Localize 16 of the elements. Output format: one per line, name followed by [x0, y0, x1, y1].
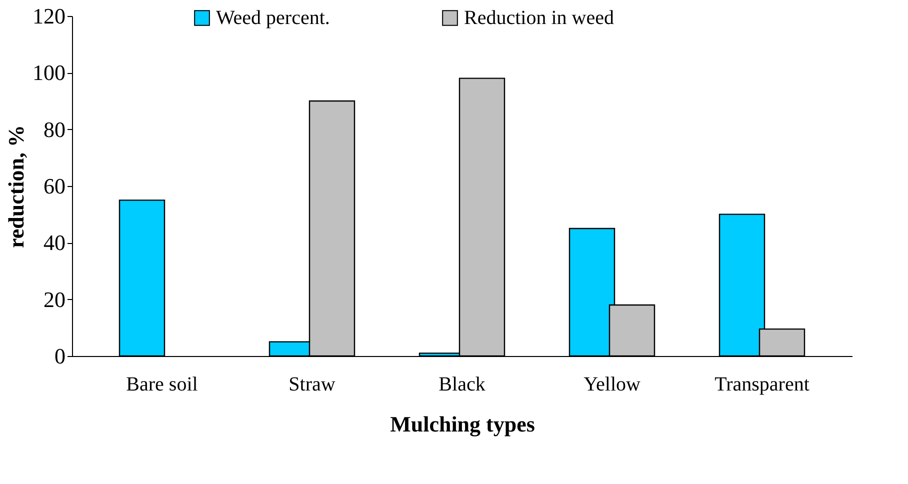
- legend-label: Reduction in weed: [464, 7, 614, 29]
- x-tick-label: Yellow: [584, 374, 641, 396]
- x-tick-label: Bare soil: [126, 374, 198, 396]
- y-tick-label: 20: [44, 286, 66, 312]
- y-tick-label: 60: [44, 174, 66, 198]
- x-axis-title: Mulching types: [390, 412, 536, 436]
- y-tick-label: 0: [54, 344, 66, 368]
- y-tick-label: 80: [44, 116, 66, 142]
- y-axis-title: reduction, %: [4, 124, 28, 248]
- x-tick-label: Straw: [288, 374, 336, 396]
- y-tick-label: 100: [32, 60, 66, 86]
- y-tick-label: 120: [32, 4, 66, 28]
- legend-label: Weed percent.: [216, 7, 330, 29]
- x-tick-label: Black: [438, 374, 486, 396]
- y-tick-label: 40: [44, 230, 66, 256]
- x-tick-label: Transparent: [714, 374, 810, 396]
